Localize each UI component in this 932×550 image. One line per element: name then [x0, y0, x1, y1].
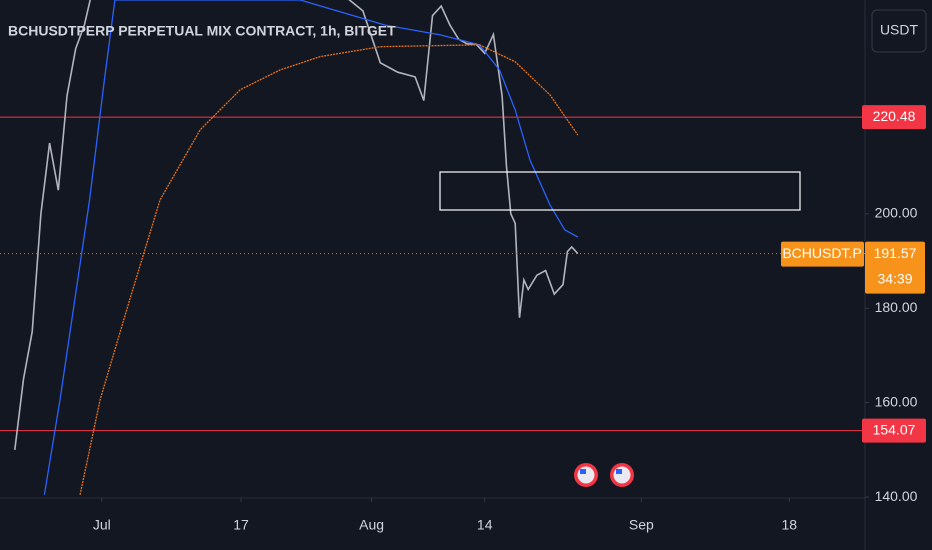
event-icon: [616, 469, 622, 474]
series-line: [14, 0, 579, 450]
annotation-box: [439, 171, 801, 211]
x-tick-label: 14: [477, 517, 493, 533]
x-tick-label: 18: [782, 517, 798, 533]
level-tag: [862, 105, 926, 130]
x-tick-label: Sep: [629, 517, 654, 533]
price-label: 191.57: [874, 245, 917, 261]
countdown-label: 34:39: [877, 270, 912, 286]
y-tick-label: 200.00: [875, 205, 918, 221]
event-icon: [580, 469, 586, 474]
y-tick-label: 160.00: [875, 393, 918, 409]
chart-title: BCHUSDTPERP PERPETUAL MIX CONTRACT, 1h, …: [8, 23, 396, 39]
y-tick-label: 180.00: [875, 299, 918, 315]
y-tick-label: 140.00: [875, 488, 918, 504]
symbol-tag: [781, 241, 864, 267]
x-tick-label: Aug: [359, 517, 384, 533]
x-tick-label: 17: [233, 517, 249, 533]
symbol-label: BCHUSDT.P: [782, 245, 861, 261]
series-line: [79, 44, 579, 495]
series-line: [43, 0, 579, 495]
price-tag: [865, 241, 925, 294]
event-icons: [574, 463, 634, 487]
currency-label[interactable]: USDT: [880, 22, 919, 38]
level-label: 220.48: [873, 108, 916, 124]
x-tick-label: Jul: [93, 517, 111, 533]
plot-area: [0, 0, 865, 495]
currency-button[interactable]: [871, 9, 927, 53]
level-label: 154.07: [873, 421, 916, 437]
level-tag: [862, 418, 926, 443]
